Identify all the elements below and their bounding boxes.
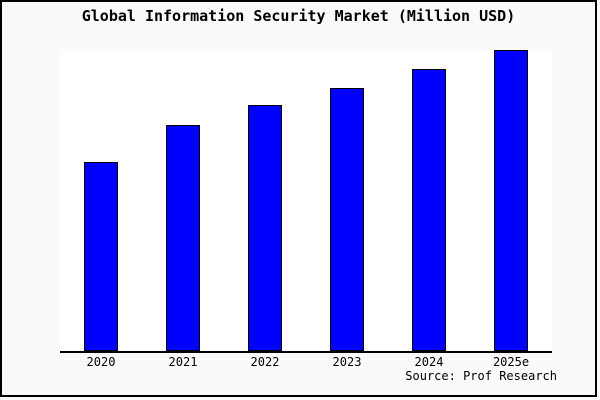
bar-slot-2023 (306, 49, 388, 351)
x-tick-label-2023: 2023 (332, 355, 362, 369)
bars-container (60, 49, 552, 351)
bar-slot-2020 (60, 49, 142, 351)
x-tick-label-2022: 2022 (250, 355, 280, 369)
plot-area (60, 49, 552, 353)
bar-slot-2025e (470, 49, 552, 351)
bar-2025e (494, 49, 528, 351)
x-tick-label-2025e: 2025e (492, 355, 530, 369)
x-tick-label-2020: 2020 (86, 355, 116, 369)
x-axis-labels: 2020 2021 2022 2023 2024 2025e (60, 355, 552, 369)
bar-2023 (330, 87, 364, 351)
x-tick-label-2024: 2024 (414, 355, 444, 369)
source-note: Source: Prof Research (405, 369, 557, 383)
x-tick-label-2021: 2021 (168, 355, 198, 369)
bar-slot-2024 (388, 49, 470, 351)
bar-2021 (166, 124, 200, 351)
bar-2022 (248, 105, 282, 351)
chart-title: Global Information Security Market (Mill… (81, 7, 516, 25)
bar-2020 (84, 161, 118, 351)
bar-slot-2021 (142, 49, 224, 351)
bar-slot-2022 (224, 49, 306, 351)
bar-2024 (412, 68, 446, 351)
